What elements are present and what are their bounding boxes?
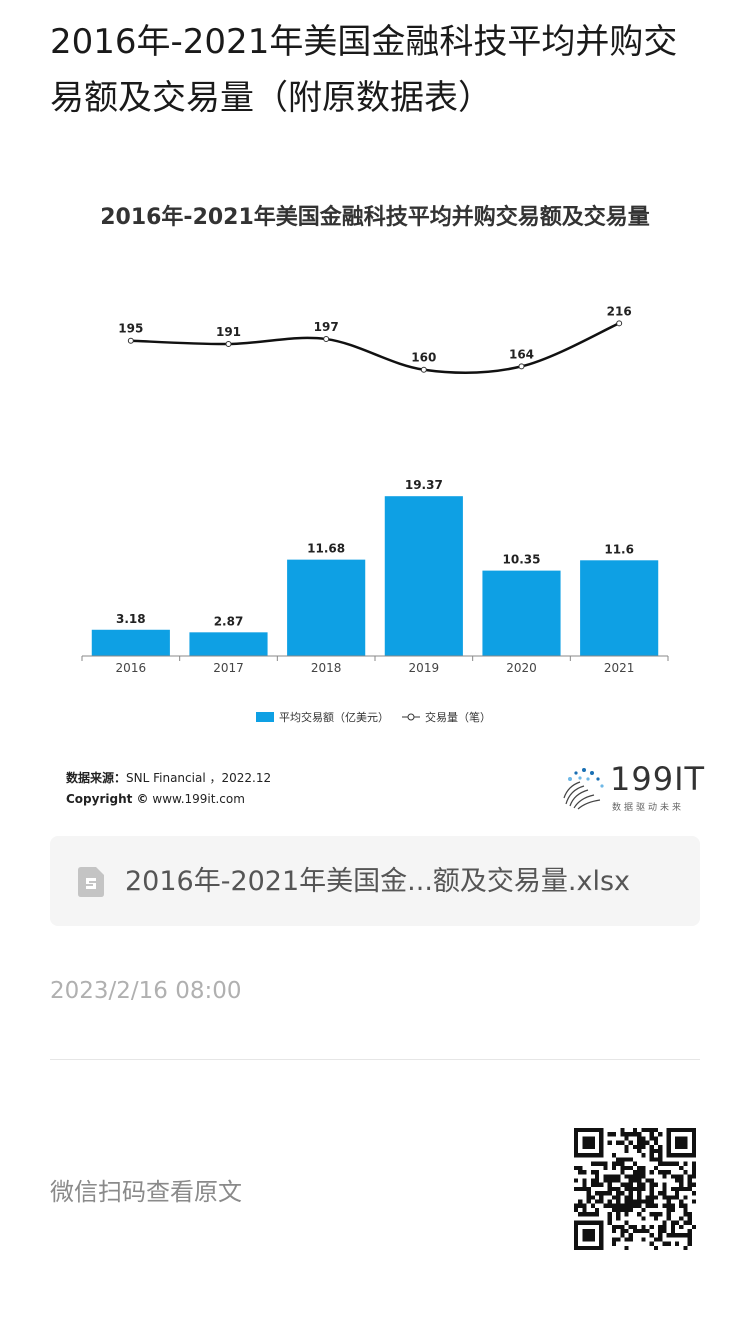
volume-point	[616, 320, 623, 327]
x-tick-label: 2017	[213, 661, 244, 675]
bar-2021	[580, 560, 659, 656]
legend-bar-label: 平均交易额（亿美元）	[279, 710, 389, 724]
bar-value-label: 11.68	[307, 542, 345, 556]
bar-2020	[482, 570, 561, 656]
volume-point	[225, 341, 232, 348]
source-label: 数据来源：	[66, 771, 127, 785]
bar-value-label: 3.18	[116, 612, 146, 626]
scan-qr-prompt: 微信扫码查看原文	[50, 1178, 242, 1206]
bar-value-label: 11.6	[604, 542, 634, 556]
source-value: SNL Financial ，2022.12	[126, 771, 272, 785]
volume-value-label: 197	[314, 320, 339, 334]
logo-subtext: 数据驱动未来	[612, 803, 685, 813]
data-source: 数据来源：SNL Financial ，2022.12 Copyright © …	[66, 768, 271, 810]
x-tick-label: 2020	[506, 661, 537, 675]
x-tick-label: 2018	[311, 661, 342, 675]
bar-value-label: 10.35	[503, 553, 541, 567]
volume-point	[420, 366, 427, 373]
volume-value-label: 160	[411, 351, 436, 365]
bar-2017	[189, 632, 268, 656]
attachment-file-card[interactable]: 2016年-2021年美国金...额及交易量.xlsx	[50, 836, 700, 926]
bar-value-label: 19.37	[405, 478, 443, 492]
volume-value-label: 195	[118, 322, 143, 336]
qr-code-icon[interactable]	[574, 1128, 696, 1250]
logo-dots-icon	[563, 768, 604, 810]
copyright-label: Copyright ©	[66, 792, 149, 806]
volume-value-label: 191	[216, 325, 241, 339]
legend-bar-swatch	[256, 712, 274, 722]
volume-line	[130, 322, 620, 374]
publish-timestamp: 2023/2/16 08:00	[50, 978, 242, 1004]
file-name: 2016年-2021年美国金...额及交易量.xlsx	[125, 866, 631, 897]
volume-value-label: 164	[509, 347, 534, 361]
brand-logo: 199IT 数据驱动未来	[560, 760, 704, 814]
bar-2019	[384, 496, 463, 656]
volume-point	[518, 363, 525, 370]
legend-line-label: 交易量（笔）	[425, 710, 491, 724]
article-title: 2016年-2021年美国金融科技平均并购交易额及交易量（附原数据表）	[50, 22, 678, 118]
chart-title: 2016年-2021年美国金融科技平均并购交易额及交易量	[100, 204, 650, 230]
bar-value-label: 2.87	[214, 614, 244, 628]
bar-2018	[287, 559, 366, 656]
bar-2016	[91, 629, 170, 656]
x-tick-label: 2021	[604, 661, 635, 675]
logo-text: 199IT	[610, 760, 706, 798]
volume-point	[127, 337, 134, 344]
copyright-value: www.199it.com	[152, 792, 245, 806]
spreadsheet-file-icon	[78, 867, 104, 897]
chart-container: 2016年-2021年美国金融科技平均并购交易额及交易量 195 191 197 16…	[0, 180, 750, 820]
chart-svg: 2016年-2021年美国金融科技平均并购交易额及交易量 195 191 197 16…	[81, 204, 669, 724]
divider	[50, 1059, 700, 1060]
x-tick-label: 2016	[116, 661, 147, 675]
volume-value-label: 216	[607, 304, 632, 318]
legend-line-marker	[407, 713, 415, 721]
x-tick-label: 2019	[409, 661, 440, 675]
volume-point	[323, 336, 330, 343]
